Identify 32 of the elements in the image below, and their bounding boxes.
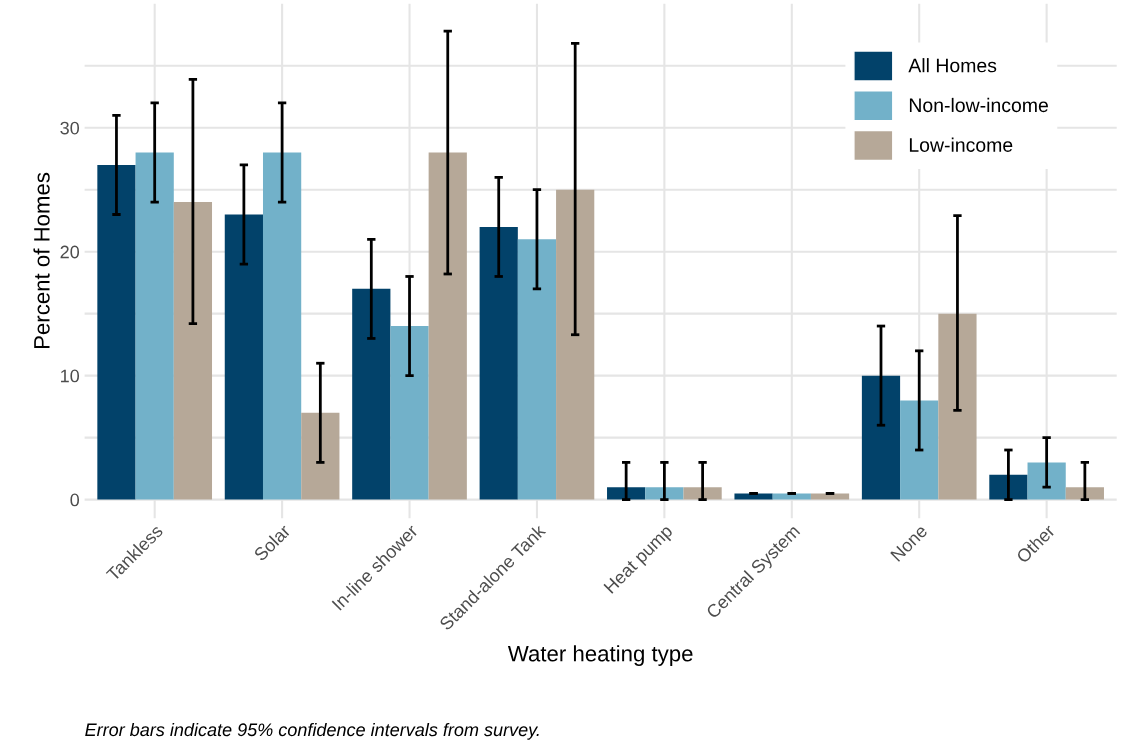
bar — [607, 487, 646, 500]
bar — [262, 152, 302, 500]
y-tick-label: 30 — [60, 121, 80, 135]
bar — [556, 189, 595, 500]
legend-label: Low-income — [909, 137, 1013, 152]
bar — [772, 493, 811, 500]
bar — [428, 152, 467, 500]
bar — [173, 202, 213, 500]
y-tick-label: 0 — [70, 493, 80, 507]
bar — [352, 288, 391, 500]
y-tick-label: 20 — [60, 245, 80, 259]
bar — [900, 400, 939, 500]
bar — [938, 313, 977, 500]
bar — [224, 214, 263, 500]
bar — [1027, 462, 1066, 500]
bar — [989, 474, 1028, 500]
bar — [734, 493, 773, 500]
bar — [1065, 487, 1104, 500]
bar — [135, 152, 174, 500]
bar — [390, 326, 429, 500]
bar — [810, 493, 850, 500]
bar — [861, 375, 901, 500]
text: Error bars indicate 95% confidence intervals from survey. — [85, 722, 539, 740]
bar — [301, 412, 340, 500]
legend-label: Non-low-income — [909, 97, 1048, 113]
legend-label: All Homes — [908, 58, 997, 73]
bar — [517, 239, 557, 500]
y-axis-title: Percent of Homes — [33, 172, 50, 349]
bar — [479, 226, 518, 500]
bar — [97, 164, 136, 500]
y-tick-label: 10 — [61, 369, 80, 383]
x-axis-title: Water heating type — [507, 645, 693, 666]
